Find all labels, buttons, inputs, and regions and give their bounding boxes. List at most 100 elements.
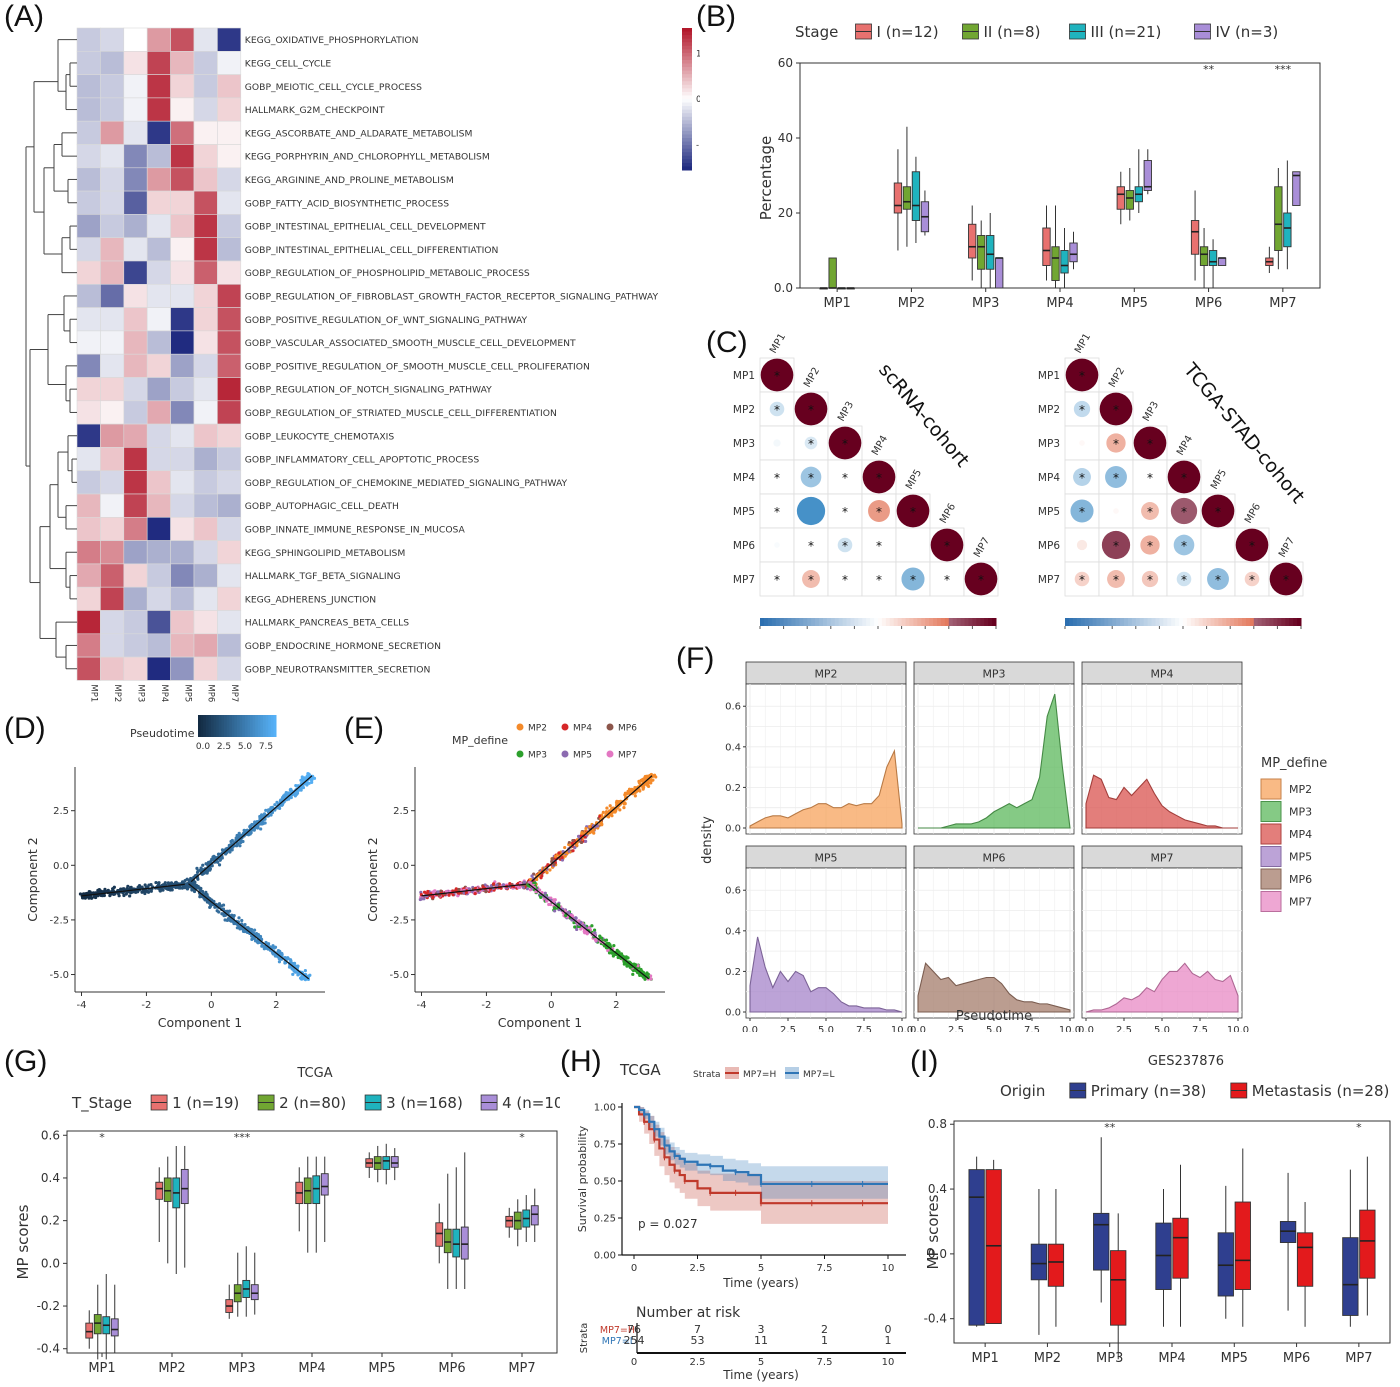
colorbar-step [901,618,907,626]
cell-point [185,886,190,890]
corr-col-label: MP3 [1141,400,1161,424]
cell-point [173,881,177,885]
colorbar-step [682,109,692,114]
cell-point [553,906,557,910]
colorbar-step [682,123,692,128]
box-body [250,1284,259,1301]
x-tick-label: -2 [141,1000,151,1011]
cell-point [603,938,607,943]
y-tick-label: 0.0 [725,1008,741,1019]
colorbar-step [1238,618,1243,626]
y-tick-label: 0.4 [41,1171,60,1185]
cell-point [456,894,460,898]
panel-label-h: (H) [560,1045,602,1078]
y-tick-label: 0.6 [725,886,741,897]
legend-label: III (n=21) [1091,23,1162,41]
cell-point [566,910,571,914]
risk-x-tick-label: 0 [631,1357,637,1368]
heatmap-cell [100,120,125,145]
legend-label: Primary (n=38) [1091,1082,1207,1100]
heatmap-cell [193,120,218,145]
colorbar-step [1186,618,1192,626]
heatmap-cell [217,27,242,52]
heatmap-cell [170,214,195,238]
heatmap-row-label: GOBP_REGULATION_OF_FIBROBLAST_GROWTH_FAC… [245,291,659,302]
heatmap-cell [146,237,171,262]
corr-star: * [978,573,984,587]
cell-point [633,794,637,798]
colorbar-step [221,715,225,737]
corr-star: * [842,437,848,451]
heatmap-cell [217,400,242,425]
cell-point [180,886,185,890]
panel-label-a: (A) [4,0,44,33]
colorbar-step [952,618,958,626]
heatmap-cell [76,540,101,565]
cell-point [242,828,246,832]
colorbar-step [874,618,879,626]
colorbar-step [807,618,812,626]
colorbar-step [1096,618,1101,626]
survival-curve [634,1105,888,1186]
colorbar-step [231,715,235,737]
colorbar-step [799,618,804,626]
heatmap-cell [76,214,101,238]
corr-circle [901,567,925,591]
heatmap-cell [76,260,101,285]
cell-point [419,897,424,901]
cell-point [457,891,461,895]
x-tick-label: MP5 [1121,296,1148,311]
legend-label: MP7=H [743,1070,776,1080]
colorbar-step [682,162,692,167]
cell-point [623,791,628,795]
legend-label: MP6 [1289,873,1312,886]
box-body [893,182,903,214]
box-body [1116,186,1125,210]
panel-label-b: (B) [696,0,736,33]
corr-col-label: MP7 [972,536,992,560]
colorbar-step [682,63,692,68]
colorbar-step [1179,618,1184,626]
colorbar-step [682,141,692,146]
cell-point [143,891,147,896]
box-body [1217,1232,1234,1297]
survival-ci-band [634,1107,888,1224]
density-area [918,693,1071,829]
corr-star: * [1181,471,1187,485]
heatmap-row-label: GOBP_FATTY_ACID_BIOSYNTHETIC_PROCESS [245,198,449,209]
box-body [390,1156,399,1168]
box-body [1279,1221,1297,1243]
colorbar-step [1159,618,1164,626]
cell-point [575,843,579,847]
colorbar-step [858,618,863,626]
panel-label-g: (G) [4,1045,48,1078]
box-body [155,1181,164,1200]
origin-boxplot-chart: GES237876 Origin Primary (n=38) Metastasis … [924,1054,1391,1366]
heatmap-cell [76,330,101,355]
facet-strip-label: MP7 [1150,852,1173,865]
heatmap-cell [100,97,125,122]
x-tick-label: 0.0 [742,1025,758,1032]
cell-point [495,883,499,887]
box-body [93,1314,102,1335]
cell-point [283,956,287,960]
cell-point [249,831,253,835]
cell-point [557,851,561,855]
colorbar-step [682,59,692,64]
heatmap-cell [170,540,195,565]
cell-point [303,776,307,780]
colorbar-step [1139,618,1145,626]
survival-curve [634,1105,888,1205]
box-body [460,1226,469,1260]
corr-circle [802,570,820,588]
facet-strip-label: MP2 [814,668,837,681]
box-body [1047,1243,1065,1287]
corr-star: * [1249,539,1255,553]
y-axis-label: density [700,816,715,864]
cell-point [631,972,635,976]
colorbar-step [1285,618,1290,626]
heatmap-cell [100,586,125,611]
corr-circle [773,439,781,447]
survival-ci-band [634,1107,888,1199]
